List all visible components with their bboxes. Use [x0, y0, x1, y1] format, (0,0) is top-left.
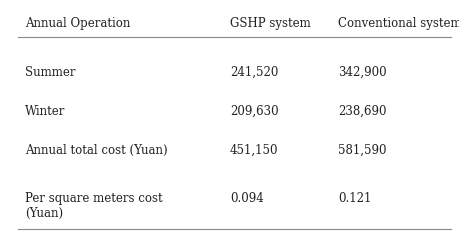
Text: 0.121: 0.121 [337, 192, 371, 205]
Text: Annual total cost (Yuan): Annual total cost (Yuan) [25, 144, 168, 157]
Text: Annual Operation: Annual Operation [25, 17, 130, 30]
Text: GSHP system: GSHP system [230, 17, 310, 30]
Text: Conventional system: Conventional system [337, 17, 459, 30]
Text: 342,900: 342,900 [337, 66, 386, 79]
Text: Summer: Summer [25, 66, 76, 79]
Text: 238,690: 238,690 [337, 105, 386, 118]
Text: 451,150: 451,150 [230, 144, 278, 157]
Text: 209,630: 209,630 [230, 105, 278, 118]
Text: Winter: Winter [25, 105, 66, 118]
Text: 581,590: 581,590 [337, 144, 386, 157]
Text: 0.094: 0.094 [230, 192, 263, 205]
Text: 241,520: 241,520 [230, 66, 278, 79]
Text: Per square meters cost
(Yuan): Per square meters cost (Yuan) [25, 192, 162, 220]
